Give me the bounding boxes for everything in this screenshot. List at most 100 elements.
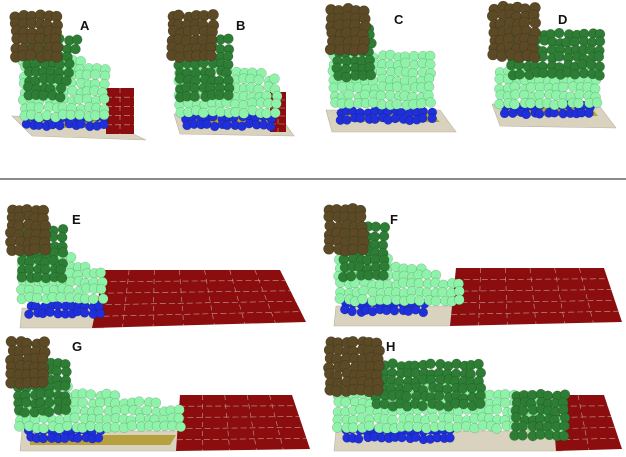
bead [378,270,389,281]
bead [238,108,250,119]
bead [372,384,384,396]
bead [214,89,225,101]
panel-e: E [0,200,310,340]
bead [428,412,439,424]
bead [408,50,420,62]
grid-line [94,311,301,317]
bead [340,396,351,408]
bead [342,115,352,125]
panel-label-e: E [72,212,81,227]
panel-label-a: A [80,18,90,33]
bead [510,412,522,423]
bead [344,98,355,109]
bead [365,69,377,81]
bead [265,121,276,132]
bead [209,121,220,132]
bead [69,412,81,424]
bead [95,267,107,279]
bead [389,305,400,316]
bead [594,36,606,47]
bead [416,98,427,109]
bead [99,93,110,105]
bead [584,108,594,118]
bead [347,336,359,348]
panel-f: F [316,200,626,340]
bead [222,120,232,131]
grid-line [122,269,130,328]
bead [391,99,403,110]
bead [364,420,375,432]
bead [55,82,67,94]
grid-line [269,394,284,450]
bead [14,421,25,432]
bead [99,119,109,130]
bead [71,34,83,45]
bead [384,90,396,101]
panel-d: D [480,0,626,160]
bead [345,270,357,282]
bead [445,433,455,443]
grid-line [204,269,215,325]
bead [433,390,445,402]
bead [43,397,55,408]
bead [381,294,393,306]
bead [397,432,407,443]
bead [528,51,541,63]
grid-line [453,289,612,292]
bead [38,90,49,101]
bead [343,89,355,100]
panel-label-f: F [390,212,398,227]
bead [466,382,478,394]
bead [443,412,455,424]
bead [425,59,436,70]
bead [421,269,432,280]
bead [88,293,99,305]
grid-line [554,267,565,324]
bead [23,263,35,275]
grid-line [505,267,508,325]
bead-cluster [323,202,465,318]
bead [261,108,272,119]
bead [451,422,463,433]
bead [60,433,70,444]
bead [271,98,282,109]
bead [323,243,335,255]
grid-line [179,269,185,326]
bead [347,306,357,317]
bead [109,421,121,433]
bead [64,292,76,303]
bead [173,51,186,64]
bead [31,292,43,304]
bead [334,293,346,304]
bead [425,358,436,370]
bead [55,292,67,303]
bead [354,210,367,223]
bead [517,430,528,441]
grid-line [454,278,608,280]
bead [546,68,558,79]
bead [37,376,49,388]
bead [508,108,518,118]
bead [403,421,414,432]
bead [357,243,369,256]
bead [45,307,55,317]
bead [38,433,49,444]
bead [473,358,484,370]
grid-line [478,267,481,326]
bead [150,397,162,409]
bead [33,102,45,113]
bead [499,108,510,119]
bead [202,119,212,129]
grid-line [224,394,230,451]
panel-label-d: D [558,12,568,27]
red-grid-floor [176,395,310,451]
bead [24,49,37,61]
grid-line [529,267,537,325]
bead [90,69,101,80]
panel-label-g: G [72,339,83,354]
bead [269,73,280,84]
bead [557,81,569,93]
bead [577,59,588,70]
section-divider [0,178,626,180]
red-grid-floor [92,270,306,328]
